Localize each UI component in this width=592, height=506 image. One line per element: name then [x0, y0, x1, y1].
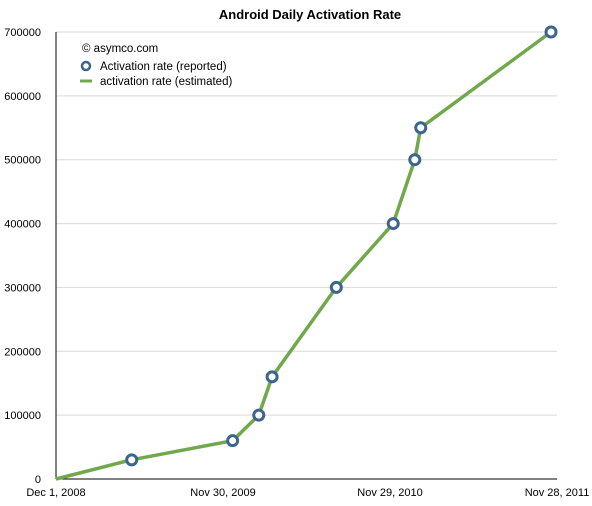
legend-label-reported: Activation rate (reported) [100, 61, 227, 73]
axes [55, 32, 557, 480]
y-tick-label: 100000 [4, 410, 41, 422]
data-point-reported [265, 370, 279, 384]
grid [56, 31, 557, 416]
y-tick-label: 0 [35, 474, 41, 486]
data-point-reported [544, 25, 558, 39]
y-tick-label: 700000 [4, 27, 41, 39]
data-point-reported [414, 121, 428, 135]
series-line-estimated [55, 30, 553, 481]
y-tick-label: 500000 [4, 155, 41, 167]
x-tick-label: Nov 29, 2010 [357, 487, 422, 499]
copyright-annotation: © asymco.com [82, 43, 158, 55]
chart-title: Android Daily Activation Rate [219, 7, 401, 22]
data-point-reported [125, 453, 139, 467]
legend-label-estimated: activation rate (estimated) [100, 76, 232, 88]
x-tick-label: Dec 1, 2008 [26, 487, 85, 499]
y-tick-label: 200000 [4, 346, 41, 358]
y-tick-label: 400000 [4, 219, 41, 231]
x-tick-label: Nov 28, 2011 [525, 487, 590, 499]
data-point-reported [408, 153, 422, 167]
legend: © asymco.com Activation rate (reported) … [80, 43, 232, 88]
series [55, 25, 558, 481]
data-point-reported [226, 434, 240, 448]
data-point-reported [252, 408, 266, 422]
y-tick-label: 300000 [4, 282, 41, 294]
y-tick-labels: 0 100000 200000 300000 400000 500000 600000 700… [4, 27, 41, 486]
data-point-reported [329, 280, 343, 294]
data-point-reported [386, 217, 400, 231]
x-tick-labels: Dec 1, 2008 Nov 30, 2009 Nov 29, 2010 Nov 2… [26, 487, 589, 499]
x-tick-label: Nov 30, 2009 [190, 487, 255, 499]
y-tick-label: 600000 [4, 91, 41, 103]
legend-marker-reported [80, 60, 92, 72]
